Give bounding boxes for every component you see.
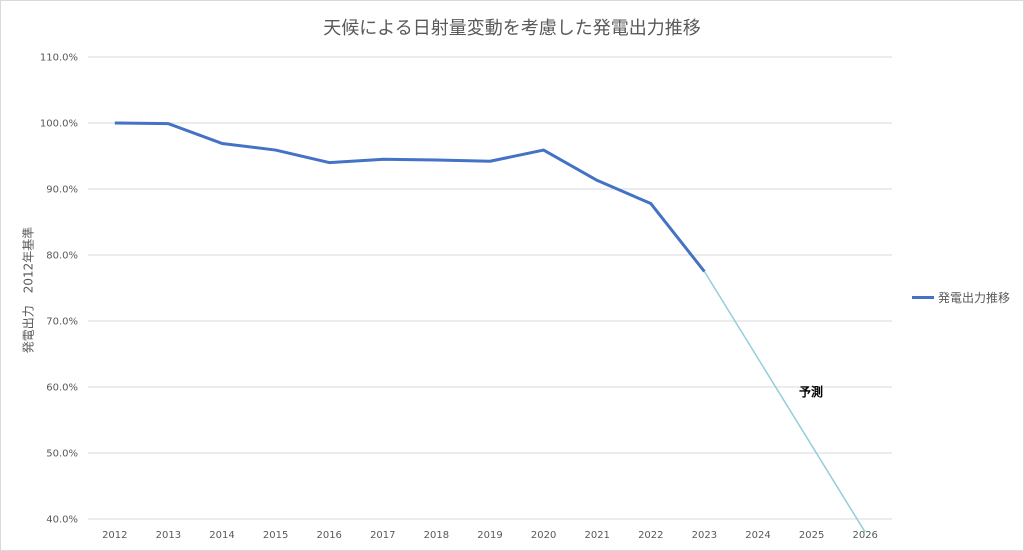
x-tick-label: 2012 [102,530,127,541]
forecast-label: 予測 [799,384,823,399]
x-tick-label: 2022 [638,530,663,541]
series-lines [114,121,866,533]
legend-label: 発電出力推移 [938,291,1011,305]
x-tick-label: 2013 [156,530,181,541]
x-tick-label: 2018 [424,530,449,541]
legend: 発電出力推移 [912,289,1010,306]
y-tick-label: 70.0% [46,317,78,328]
chart-title: 天候による日射量変動を考慮した発電出力推移 [323,18,701,39]
annotations: 予測 [799,384,823,399]
x-tick-label: 2016 [316,530,341,541]
x-tick-label: 2023 [692,530,717,541]
x-tick-label: 2017 [370,530,395,541]
series-line [114,121,706,273]
gridlines [88,56,892,520]
x-tick-label: 2021 [584,530,609,541]
legend-swatch [912,296,934,299]
y-tick-label: 50.0% [46,449,78,460]
x-tick-label: 2020 [531,530,556,541]
x-tick-label: 2015 [263,530,288,541]
forecast-line [703,271,866,533]
y-tick-label: 100.0% [40,119,78,130]
x-tick-labels: 2012 2013 2014 2015 2016 2017 2018 2019 2020 2021… [102,530,878,541]
y-tick-label: 110.0% [40,53,78,64]
y-tick-label: 60.0% [46,383,78,394]
y-tick-label: 40.0% [46,515,78,526]
x-tick-label: 2024 [745,530,770,541]
y-tick-labels: 40.0% 50.0% 60.0% 70.0% 80.0% 90.0% 100.0% 110.… [40,53,78,526]
x-tick-label: 2014 [209,530,234,541]
x-tick-label: 2019 [477,530,502,541]
y-tick-label: 90.0% [46,185,78,196]
y-tick-label: 80.0% [46,251,78,262]
x-tick-label: 2026 [852,530,877,541]
x-tick-label: 2025 [799,530,824,541]
